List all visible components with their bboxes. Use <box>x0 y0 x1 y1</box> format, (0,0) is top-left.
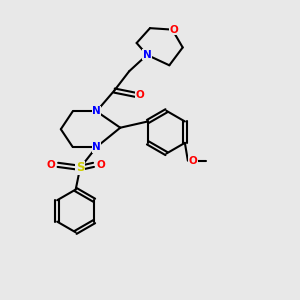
Text: O: O <box>46 160 55 170</box>
Text: N: N <box>143 50 152 60</box>
Text: O: O <box>189 156 198 166</box>
Text: O: O <box>135 90 144 100</box>
Text: O: O <box>97 160 105 170</box>
Text: N: N <box>92 106 101 116</box>
Text: S: S <box>76 161 84 174</box>
Text: O: O <box>169 25 178 34</box>
Text: N: N <box>92 142 101 152</box>
